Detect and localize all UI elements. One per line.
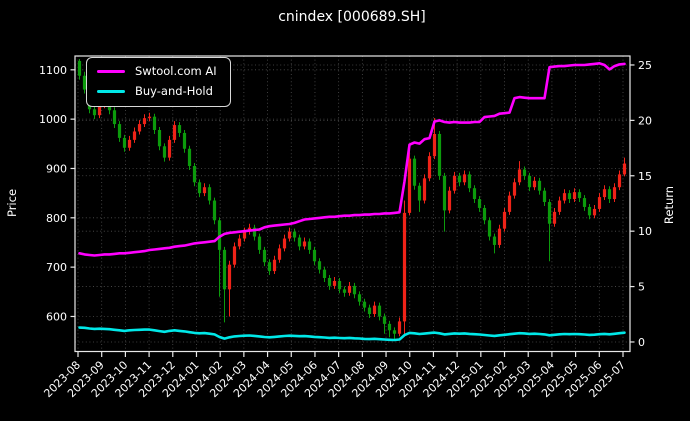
svg-text:700: 700: [46, 261, 67, 274]
svg-text:5: 5: [638, 281, 645, 294]
legend-label-buyhold: Buy-and-Hold: [135, 83, 213, 98]
return-lines-layer: [78, 61, 626, 342]
buyhold-line-swatch: [97, 89, 125, 93]
svg-text:10: 10: [638, 225, 652, 238]
axis-ticks: [70, 64, 635, 357]
legend-item-buyhold: Buy-and-Hold: [97, 83, 217, 98]
svg-text:1000: 1000: [39, 113, 67, 126]
axes-frame: [74, 55, 631, 353]
svg-text:800: 800: [46, 212, 67, 225]
chart-title: cnindex [000689.SH]: [278, 9, 426, 25]
svg-text:25: 25: [638, 59, 652, 72]
ai-return-line: [78, 61, 626, 257]
svg-text:0: 0: [638, 336, 645, 349]
svg-text:15: 15: [638, 170, 652, 183]
svg-text:1100: 1100: [39, 64, 67, 77]
svg-text:20: 20: [638, 114, 652, 127]
svg-text:600: 600: [46, 310, 67, 323]
legend-item-ai: Swtool.com AI: [97, 64, 217, 78]
svg-text:900: 900: [46, 162, 67, 175]
buyhold-return-line: [78, 326, 626, 342]
price-axis-label: Price: [5, 189, 19, 217]
return-axis-label: Return: [662, 186, 676, 224]
legend: Swtool.com AI Buy-and-Hold: [86, 57, 231, 107]
candlestick-layer: [77, 58, 627, 341]
legend-label-ai: Swtool.com AI: [135, 64, 217, 78]
ai-line-swatch: [97, 70, 125, 74]
axis-tick-labels: 6007008009001000110005101520252023-08202…: [39, 59, 652, 400]
